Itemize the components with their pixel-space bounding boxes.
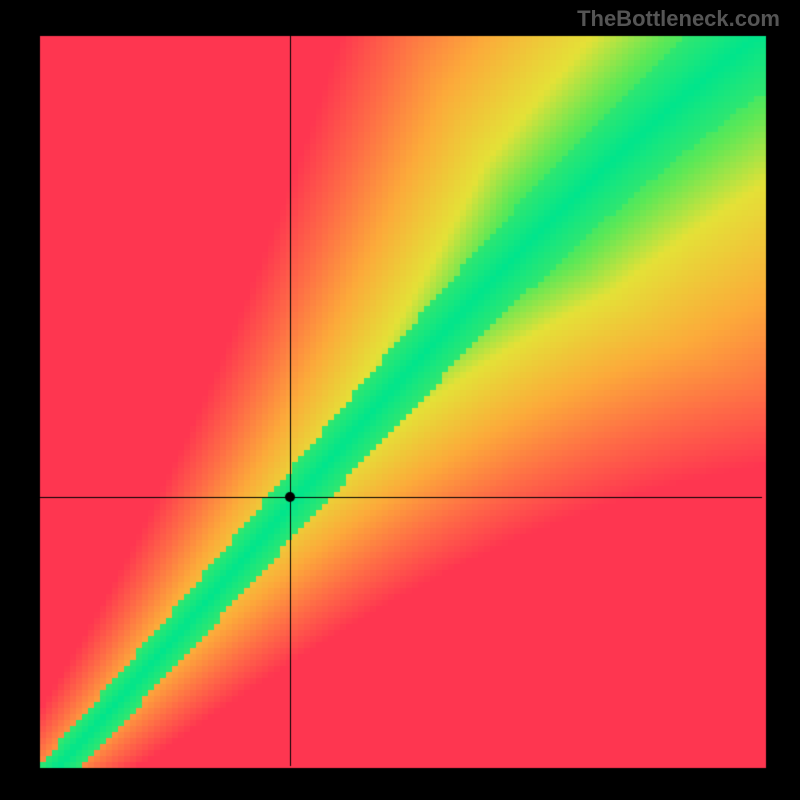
watermark-text: TheBottleneck.com [577, 6, 780, 32]
bottleneck-heatmap [0, 0, 800, 800]
chart-container: TheBottleneck.com [0, 0, 800, 800]
